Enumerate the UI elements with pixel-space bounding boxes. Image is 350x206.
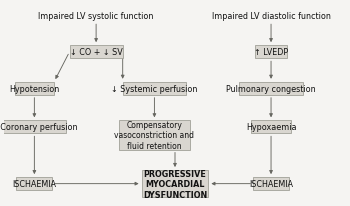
FancyBboxPatch shape <box>70 46 123 59</box>
Text: ISCHAEMIA: ISCHAEMIA <box>12 179 56 188</box>
Text: Impaired LV diastolic function: Impaired LV diastolic function <box>212 12 330 21</box>
FancyBboxPatch shape <box>251 121 291 134</box>
FancyBboxPatch shape <box>255 46 287 59</box>
Text: Impaired LV systolic function: Impaired LV systolic function <box>38 12 154 21</box>
FancyBboxPatch shape <box>15 82 54 95</box>
Text: Compensatory
vasoconstriction and
fluid retention: Compensatory vasoconstriction and fluid … <box>114 121 194 150</box>
FancyBboxPatch shape <box>123 82 186 95</box>
FancyBboxPatch shape <box>119 121 190 150</box>
Text: Hypoxaemia: Hypoxaemia <box>246 123 296 132</box>
Text: ↑ LVEDP: ↑ LVEDP <box>254 48 288 57</box>
Text: PROGRESSIVE
MYOCARDIAL
DYSFUNCTION: PROGRESSIVE MYOCARDIAL DYSFUNCTION <box>143 169 207 199</box>
FancyBboxPatch shape <box>239 82 303 95</box>
FancyBboxPatch shape <box>141 170 209 197</box>
Text: ↓ Coronary perfusion: ↓ Coronary perfusion <box>0 123 78 132</box>
FancyBboxPatch shape <box>253 177 289 190</box>
Text: ↓ Systemic perfusion: ↓ Systemic perfusion <box>111 84 198 93</box>
Text: Hypotension: Hypotension <box>9 84 60 93</box>
Text: ↓ CO + ↓ SV: ↓ CO + ↓ SV <box>70 48 122 57</box>
FancyBboxPatch shape <box>16 177 52 190</box>
Text: ISCHAEMIA: ISCHAEMIA <box>249 179 293 188</box>
FancyBboxPatch shape <box>3 121 66 134</box>
Text: Pulmonary congestion: Pulmonary congestion <box>226 84 316 93</box>
